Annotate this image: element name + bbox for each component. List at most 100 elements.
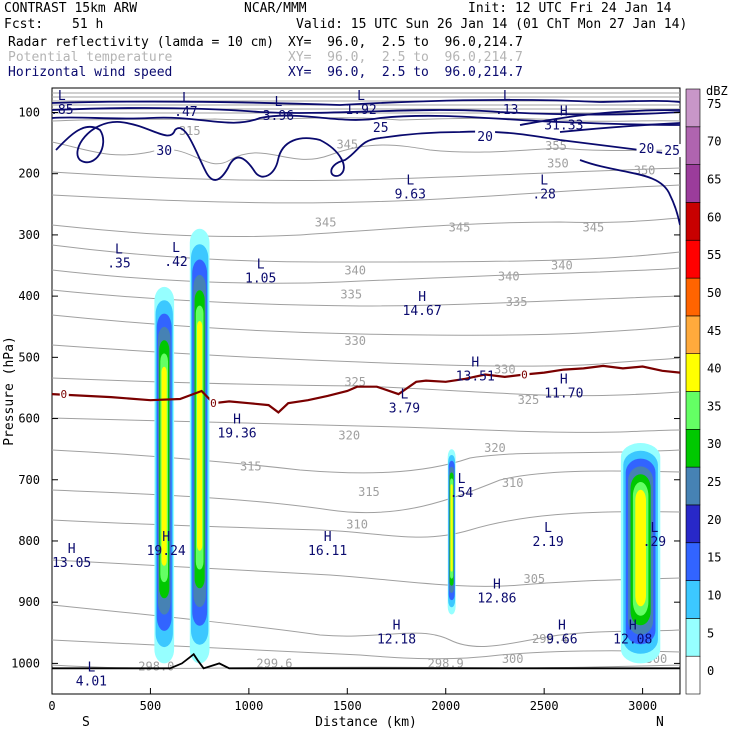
colorbar-swatch <box>685 202 701 241</box>
freezing-label-bg <box>209 397 219 409</box>
freezing-level-label-group: 0 0 0 <box>59 368 530 410</box>
colorbar-unit: dBZ <box>706 84 728 98</box>
extremum-value: 1.05 <box>245 272 276 287</box>
extremum-value: 14.67 <box>403 304 442 319</box>
y-tick-label: 400 <box>18 289 40 303</box>
colorbar-tick-label: 40 <box>707 362 721 376</box>
y-tick-label: 300 <box>18 228 40 242</box>
extremum-value: 13.51 <box>456 370 495 385</box>
extremum-value: 12.18 <box>377 633 416 648</box>
extremum-value: .42 <box>164 255 187 270</box>
theta-contour-label: 320 <box>338 429 360 443</box>
extremum-value: 13.05 <box>52 556 91 571</box>
extremum-kind: L <box>257 258 265 273</box>
theta-contour-label: 315 <box>240 459 262 473</box>
x-tick-label: 2000 <box>431 699 460 713</box>
x-tick-label: 1500 <box>333 699 362 713</box>
reflectivity-field <box>154 228 661 664</box>
wind-label-bg <box>475 129 496 143</box>
colorbar-tick-label: 25 <box>707 475 721 489</box>
forecast-hour: 51 h <box>72 17 104 32</box>
y-axis-label: Pressure (hPa) <box>2 336 17 446</box>
theta-contour-label: 325 <box>518 393 540 407</box>
extremum-value: 11.70 <box>544 387 583 402</box>
colorbar-swatch <box>685 618 701 657</box>
extremum-kind: H <box>418 290 426 305</box>
freezing-level-label: 0 <box>60 388 67 401</box>
extremum-kind: L <box>503 89 511 104</box>
wind-label-bg <box>154 144 175 158</box>
reflectivity-band <box>450 484 453 572</box>
extremum-value: .28 <box>532 188 555 203</box>
colorbar-swatch <box>685 428 701 468</box>
x-axis: 0 500 1000 1500 2000 2500 3000 <box>48 688 657 713</box>
extremum-value: 9.63 <box>395 188 426 203</box>
y-tick-label: 800 <box>18 534 40 548</box>
extremum-kind: H <box>393 619 401 634</box>
colorbar-swatch <box>685 164 701 203</box>
colorbar-tick-label: 10 <box>707 589 721 603</box>
x-end-label-left: S <box>82 715 90 730</box>
y-tick-label: 600 <box>18 412 40 426</box>
extremum-value: 2.19 <box>532 535 563 550</box>
colorbar: 0 5 10 15 20 25 30 35 40 45 50 55 60 65 70 75 <box>685 88 721 695</box>
wind-contour-label: 25 <box>664 144 680 159</box>
extremum-kind: H <box>68 542 76 557</box>
y-tick-label: 500 <box>18 350 40 364</box>
extremum-kind: L <box>58 89 66 104</box>
wind-contour-label: 30 <box>156 144 172 159</box>
theta-contour-label: 345 <box>449 221 471 235</box>
colorbar-swatch <box>685 580 701 619</box>
extremum-value: 9.66 <box>546 633 577 648</box>
y-tick-label: 700 <box>18 473 40 487</box>
y-tick-label: 900 <box>18 595 40 609</box>
extremum-value: 19.36 <box>217 426 256 441</box>
extremum-kind: L <box>87 660 95 675</box>
extremum-kind: L <box>400 387 408 402</box>
extremum-value: 3.79 <box>389 401 420 416</box>
theta-contour-label: 325 <box>344 375 366 389</box>
extremum-value: .35 <box>107 256 130 271</box>
theta-contour-label: 320 <box>484 441 506 455</box>
forecast-label: Fcst: <box>4 17 44 32</box>
colorbar-swatch <box>685 504 701 543</box>
wind-label-bg <box>662 144 683 158</box>
y-tick-label: 100 <box>18 105 40 119</box>
wind-contour-label: 25 <box>373 121 389 136</box>
extremum-kind: H <box>629 619 637 634</box>
theta-contour-label: 355 <box>545 139 567 153</box>
producer-label: NCAR/MMM <box>244 1 307 16</box>
extremum-value: .85 <box>50 103 73 118</box>
extremum-value: .54 <box>450 486 474 501</box>
extremum-kind: L <box>115 242 123 257</box>
theta-contour-label: 345 <box>315 216 337 230</box>
extremum-value: 4.01 <box>76 674 107 689</box>
theta-contour-label: 340 <box>551 259 573 273</box>
x-axis-label: Distance (km) <box>315 715 417 730</box>
freezing-level-label: 0 <box>210 397 217 410</box>
theta-contour-label: 330 <box>494 363 516 377</box>
theta-contour-label: 305 <box>523 572 545 586</box>
freezing-label-bg <box>59 388 69 400</box>
extremum-value: 19.24 <box>147 544 186 559</box>
colorbar-swatch <box>685 466 701 506</box>
y-tick-label: 200 <box>18 167 40 181</box>
freezing-level-label: 0 <box>521 368 528 381</box>
wind-label-bg <box>636 142 657 156</box>
freezing-label-bg <box>520 368 530 380</box>
field-name-theta: Potential temperature <box>8 50 173 65</box>
extremum-value: .47 <box>174 105 197 120</box>
plot-frame <box>51 87 681 695</box>
colorbar-tick-label: 75 <box>707 97 721 111</box>
theta-contour-label: 330 <box>344 334 366 348</box>
extremum-kind: L <box>172 241 180 256</box>
field-xy-wind: XY= 96.0, 2.5 to 96.0,214.7 <box>288 65 523 80</box>
theta-contour-label: 350 <box>547 156 569 170</box>
x-tick-label: 500 <box>140 699 162 713</box>
x-tick-label: 2500 <box>530 699 559 713</box>
extremum-value: 16.11 <box>308 544 347 559</box>
colorbar-tick-label: 30 <box>707 437 721 451</box>
extremum-kind: H <box>560 373 568 388</box>
colorbar-tick-label: 15 <box>707 551 721 565</box>
x-tick-label: 1000 <box>234 699 263 713</box>
